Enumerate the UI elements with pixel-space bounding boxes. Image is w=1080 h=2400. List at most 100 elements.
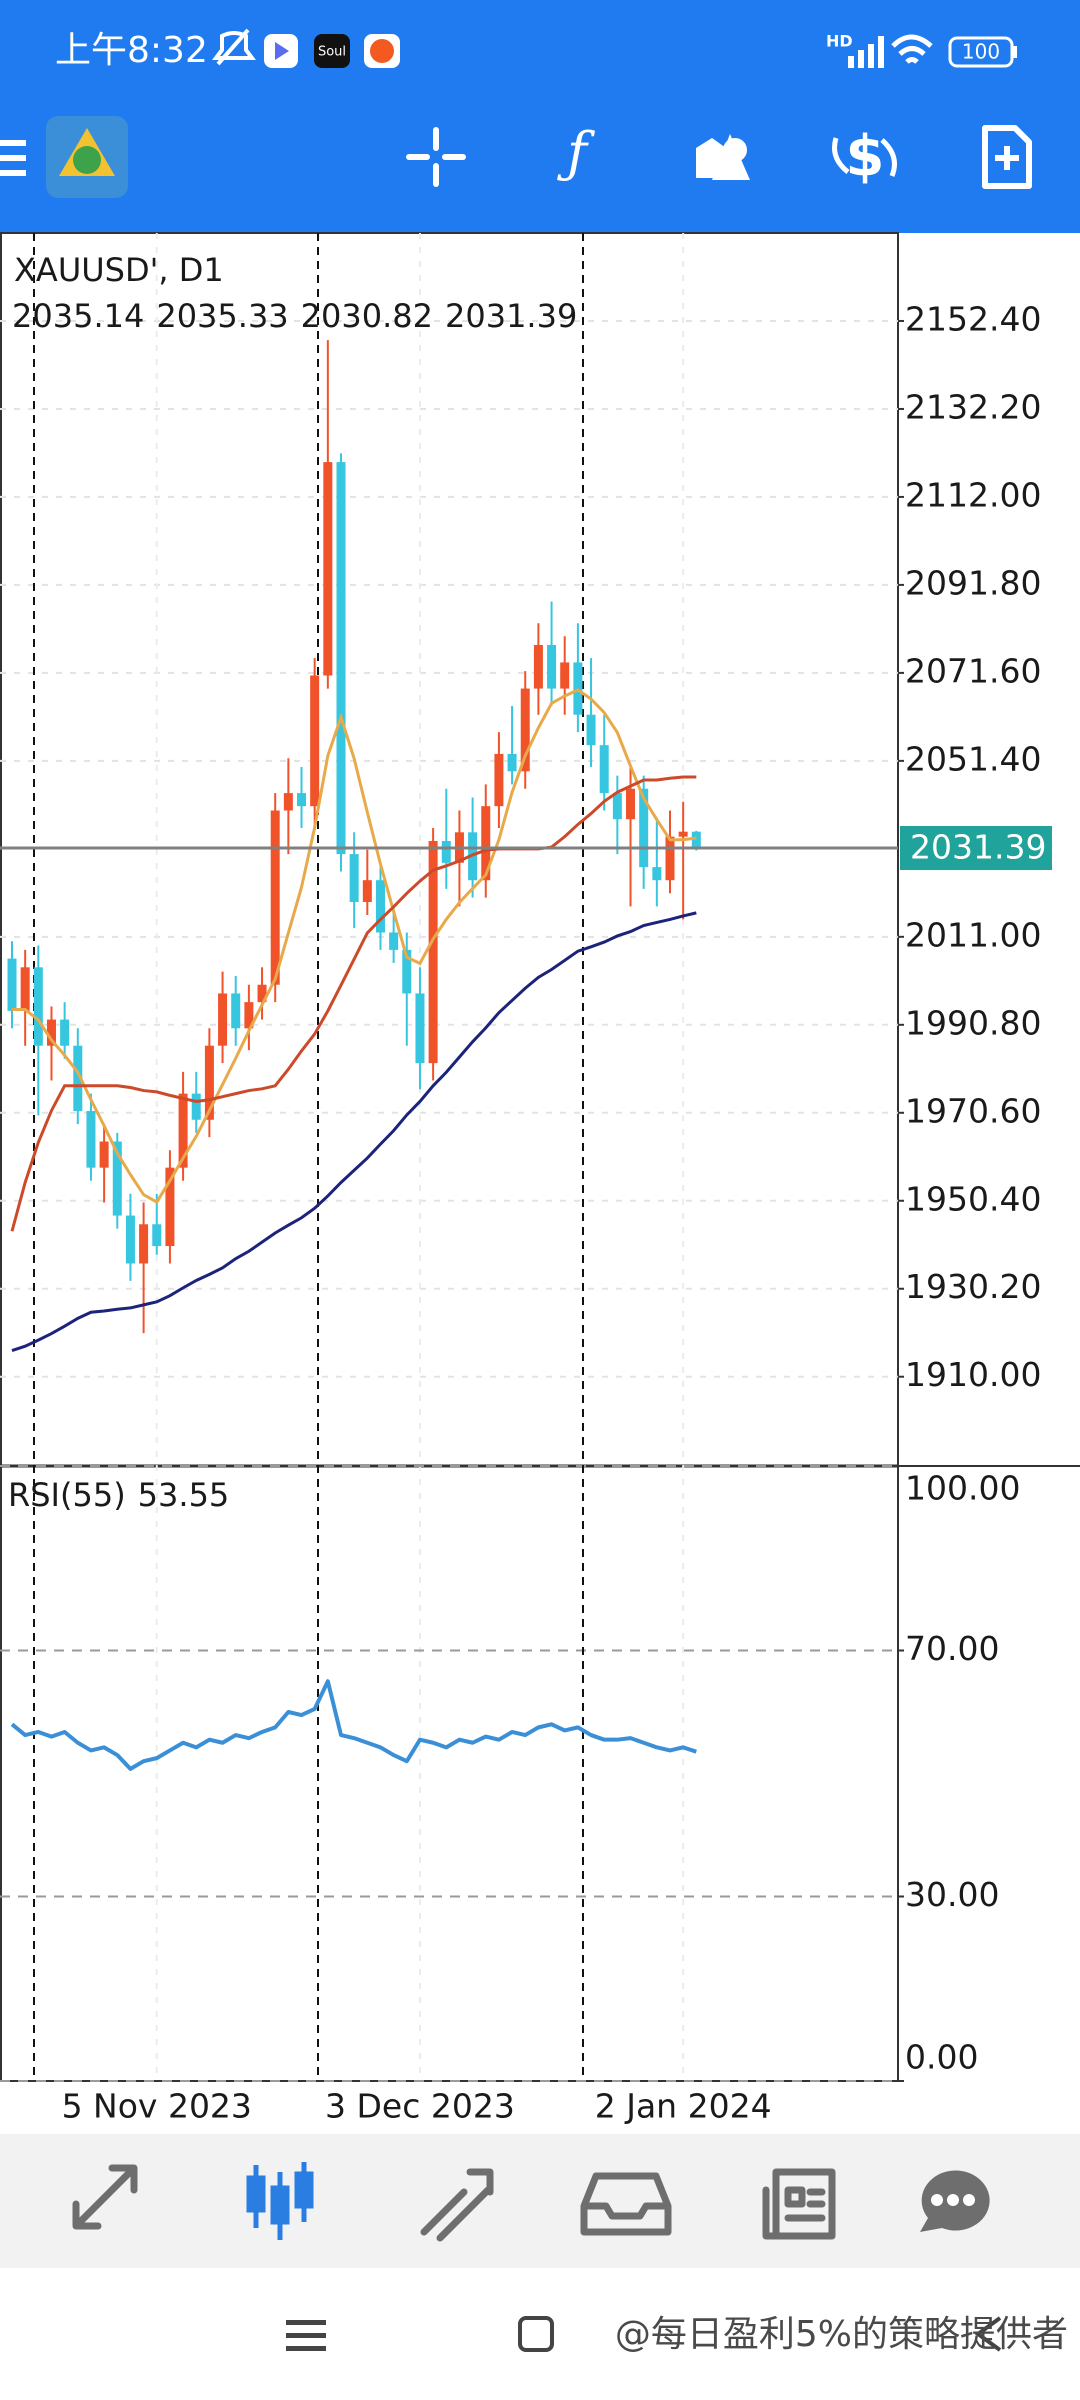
moving-average-line: [11, 911, 697, 1353]
candle-body: [547, 645, 557, 689]
moving-average-line: [12, 688, 697, 1205]
candle-body: [204, 1045, 214, 1120]
y-tick-label: 2011.00: [905, 915, 1041, 954]
y-tick-label: 100.00: [905, 1469, 1020, 1508]
candle-body: [678, 831, 688, 837]
y-tick-label: 70.00: [905, 1629, 999, 1668]
rsi-line: [10, 1679, 697, 1771]
candle-body: [389, 932, 399, 950]
battery-level: 100: [962, 40, 1000, 64]
candle-body: [652, 867, 662, 881]
y-tick-label: 1930.20: [905, 1267, 1041, 1306]
signal-icon: [848, 36, 884, 68]
y-tick-label: 30.00: [905, 1875, 999, 1914]
ohlc-readout: 2035.14 2035.33 2030.82 2031.39: [12, 297, 577, 335]
battery-tip: [1013, 46, 1017, 58]
candle-body: [152, 1224, 162, 1247]
crosshair-button[interactable]: [406, 127, 466, 187]
notification-app: Soul: [318, 45, 346, 60]
candle-body: [270, 810, 280, 985]
rsi-value: 53.55: [138, 1476, 230, 1514]
nav-menu-button[interactable]: [286, 2320, 326, 2351]
candle-body: [310, 675, 320, 807]
quotes-tab[interactable]: [72, 2164, 138, 2230]
candle-body: [283, 793, 293, 811]
candle-body: [415, 993, 425, 1064]
dollar-glyph: $: [846, 124, 885, 189]
news-tab[interactable]: [762, 2168, 836, 2240]
menu-button[interactable]: [0, 140, 26, 176]
candle-body: [244, 1002, 254, 1029]
x-tick-label: 5 Nov 2023: [62, 2087, 252, 2126]
candle-body: [33, 967, 43, 1046]
bottom-toolbar: [0, 2134, 1080, 2268]
candle-body: [297, 793, 307, 807]
candle-body: [691, 831, 701, 849]
candle-body: [20, 967, 30, 1011]
y-tick-label: 0.00: [905, 2038, 978, 2077]
candle-body: [349, 854, 359, 902]
y-tick-label: 1970.60: [905, 1091, 1041, 1130]
candle-body: [402, 949, 412, 994]
moving-average-line: [10, 775, 697, 1232]
y-tick-label: 2112.00: [905, 475, 1041, 514]
candle-body: [323, 462, 333, 676]
candle-body: [336, 462, 346, 855]
trade-button[interactable]: $: [832, 124, 897, 189]
current-price-label: 2031.39: [910, 828, 1046, 867]
wifi-icon: [891, 34, 933, 64]
low-value: 2030.82: [301, 297, 433, 335]
candle-body: [178, 1093, 188, 1168]
grid-layer: [0, 233, 898, 2082]
candle-body: [612, 793, 622, 820]
candle-body: [494, 753, 504, 807]
close-value: 2031.39: [445, 297, 577, 335]
candle-body: [257, 984, 267, 1003]
candle-body: [139, 1224, 149, 1264]
rsi-name: RSI(55): [8, 1476, 126, 1514]
open-value: 2035.14: [12, 297, 144, 335]
candle-body: [231, 993, 241, 1029]
objects-button[interactable]: [696, 134, 750, 180]
candle-body: [375, 880, 385, 933]
status-time: 上午8:32: [55, 30, 208, 71]
candle-body: [639, 788, 649, 868]
candle-body: [86, 1111, 96, 1168]
candle-body: [60, 1019, 70, 1046]
chart-tab[interactable]: [246, 2162, 314, 2240]
candle-body: [46, 1019, 56, 1046]
app-logo[interactable]: [46, 116, 128, 198]
y-tick-label: 1950.40: [905, 1179, 1041, 1218]
candle-body: [125, 1215, 135, 1264]
high-value: 2035.33: [156, 297, 288, 335]
nav-home-button[interactable]: [518, 2316, 554, 2352]
candle-body: [99, 1141, 109, 1168]
current-price-box: [900, 826, 1052, 871]
y-tick-label: 2152.40: [905, 299, 1041, 338]
chat-tab[interactable]: [920, 2170, 990, 2232]
candle-body: [165, 1167, 175, 1247]
nav-back-button[interactable]: [974, 2316, 1002, 2352]
candle-body: [7, 958, 17, 1011]
candle-body: [428, 841, 438, 1064]
candle-body: [441, 841, 451, 863]
history-tab[interactable]: [580, 2172, 672, 2236]
x-tick-label: 3 Dec 2023: [325, 2087, 515, 2126]
trade-tab[interactable]: [420, 2168, 494, 2242]
candle-body: [73, 1045, 83, 1112]
new-order-button[interactable]: [982, 125, 1032, 189]
rsi-title: RSI(55) 53.55: [8, 1476, 229, 1514]
notification-icons: Soul: [212, 28, 400, 68]
watermark: @每日盈利5%的策略提供者: [615, 2314, 1068, 2355]
candle-body: [520, 688, 530, 772]
y-tick-label: 2071.60: [905, 651, 1041, 690]
battery-icon: [948, 36, 1014, 68]
candle-body: [626, 788, 636, 820]
candle-body: [112, 1141, 122, 1216]
network-type: HD: [826, 32, 853, 51]
symbol-title: XAUUSD', D1: [14, 251, 224, 289]
y-tick-label: 2132.20: [905, 387, 1041, 426]
candle-body: [560, 662, 570, 689]
candle-body: [191, 1093, 201, 1120]
